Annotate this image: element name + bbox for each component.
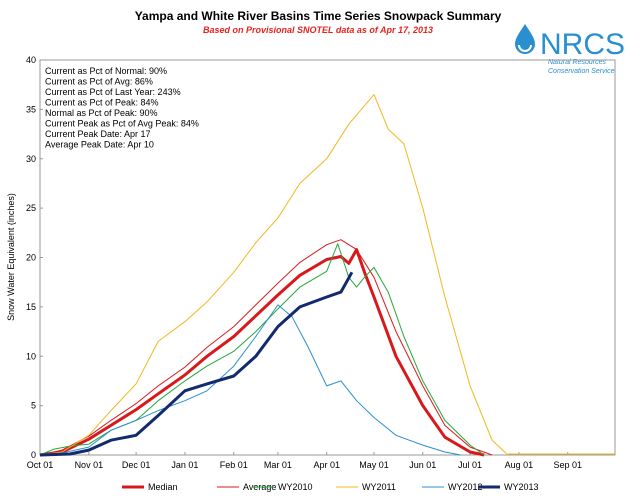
annotation-line: Current as Pct of Normal: 90%	[45, 66, 167, 76]
y-tick-label: 15	[26, 302, 36, 312]
x-tick-label: Apr 01	[313, 460, 340, 470]
annotation-line: Current Peak Date: Apr 17	[45, 129, 151, 139]
annotation-line: Normal as Pct of Peak: 90%	[45, 108, 158, 118]
x-tick-label: Aug 01	[505, 460, 534, 470]
chart-subtitle: Based on Provisional SNOTEL data as of A…	[203, 25, 433, 35]
series-line-wy2012	[39, 304, 461, 456]
series-line-median	[39, 248, 485, 457]
annotation-line: Average Peak Date: Apr 10	[45, 140, 154, 150]
y-tick-label: 40	[26, 55, 36, 65]
legend-label: WY2013	[504, 482, 539, 492]
logo-wordmark: NRCS	[540, 28, 625, 61]
annotations: Current as Pct of Normal: 90%Current as …	[45, 66, 199, 150]
y-tick-label: 25	[26, 203, 36, 213]
series-line-wy2011	[39, 94, 509, 456]
series-line-average	[39, 239, 493, 456]
y-tick-label: 30	[26, 154, 36, 164]
annotation-line: Current as Pct of Last Year: 243%	[45, 87, 181, 97]
x-tick-label: Mar 01	[264, 460, 292, 470]
legend-label: WY2012	[448, 482, 483, 492]
water-drop-icon	[515, 24, 535, 54]
x-tick-label: Feb 01	[220, 460, 248, 470]
y-tick-label: 35	[26, 104, 36, 114]
logo-line1: Natural Resources	[548, 59, 606, 66]
annotation-line: Current as Pct of Peak: 84%	[45, 98, 159, 108]
y-axis-label: Snow Water Equivalent (inches)	[6, 193, 16, 321]
y-tick-label: 5	[31, 401, 36, 411]
chart-title: Yampa and White River Basins Time Series…	[135, 9, 502, 23]
legend-label: WY2011	[362, 482, 396, 492]
logo-line2: Conservation Service	[548, 68, 615, 75]
x-tick-label: Oct 01	[27, 460, 54, 470]
y-tick-label: 10	[26, 351, 36, 361]
annotation-line: Current as Pct of Avg: 86%	[45, 77, 153, 87]
y-axis: 0 5 10 15 20 25 30 35 40	[26, 55, 43, 460]
x-tick-label: Jun 01	[409, 460, 436, 470]
x-tick-label: May 01	[359, 460, 389, 470]
x-tick-label: Dec 01	[122, 460, 151, 470]
x-tick-label: Sep 01	[553, 460, 582, 470]
legend-label: Median	[148, 482, 178, 492]
annotation-line: Current Peak as Pct of Avg Peak: 84%	[45, 119, 199, 129]
x-tick-label: Nov 01	[75, 460, 104, 470]
x-tick-label: Jan 01	[171, 460, 198, 470]
y-tick-label: 20	[26, 253, 36, 263]
legend: Median Average WY2010 WY2011 WY2012 WY2013	[122, 482, 539, 492]
legend-label: WY2010	[278, 482, 313, 492]
x-axis: Oct 01 Nov 01 Dec 01 Jan 01 Feb 01 Mar 01 Apr …	[27, 452, 582, 470]
x-tick-label: Jul 01	[458, 460, 482, 470]
series-line-wy2013	[39, 271, 354, 457]
series-lines	[39, 94, 615, 457]
nrcs-logo: NRCS Natural Resources Conservation Serv…	[515, 24, 625, 75]
y-tick-label: 0	[31, 450, 36, 460]
